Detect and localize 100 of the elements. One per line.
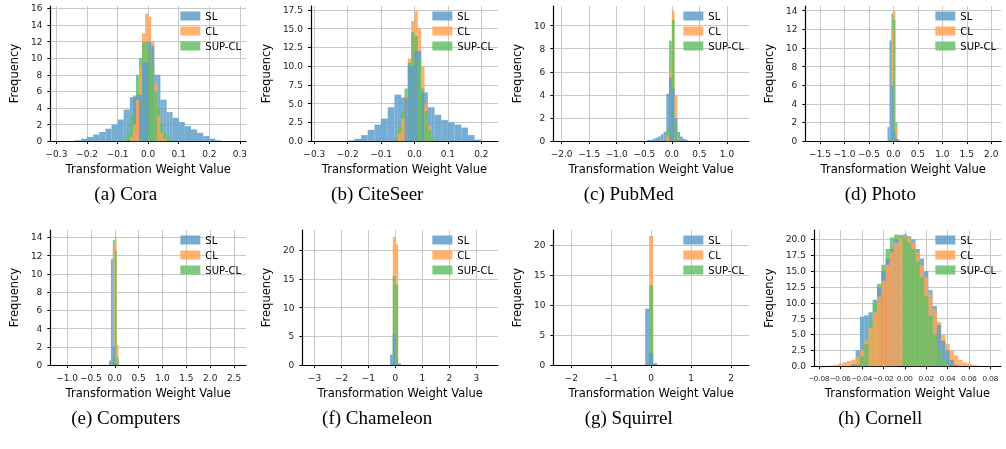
legend-label: SL (456, 234, 470, 246)
legend-label: SL (205, 234, 218, 246)
y-tick-label: 10 (30, 268, 43, 279)
x-tick-label: 0.0 (664, 148, 680, 159)
text: (f) Chameleon (321, 407, 434, 429)
x-tick-label: 1.5 (179, 372, 194, 383)
y-axis-title: Frequency (510, 43, 524, 104)
y-tick-label: 2.5 (288, 117, 303, 128)
x-tick-label: 0.0 (406, 148, 422, 159)
y-tick-label: 17.5 (282, 4, 303, 15)
text: (e) Computers (70, 407, 182, 429)
x-tick-label: 2.0 (203, 372, 218, 383)
legend-label: CL (708, 249, 722, 261)
y-tick-label: 0.0 (288, 136, 303, 147)
y-tick-label: 20 (533, 240, 546, 251)
y-tick-label: 17.5 (785, 250, 806, 261)
legend-label: SL (205, 10, 218, 22)
y-tick-label: 5.0 (791, 329, 806, 340)
x-tick-label: −2.0 (550, 148, 573, 159)
x-axis-title: Transformation Weight Value (64, 386, 231, 400)
y-tick-label: 0 (36, 136, 43, 147)
x-tick-label: 0.00 (896, 373, 913, 383)
x-tick-label: −1.0 (605, 148, 628, 159)
x-tick-label: 0.2 (202, 148, 217, 159)
y-axis-title: Frequency (7, 43, 21, 104)
x-tick-label: 0.1 (171, 148, 186, 159)
legend-label: SUP-CL (205, 40, 242, 52)
y-tick-label: 15.0 (785, 266, 806, 277)
x-tick-label: −1.5 (578, 148, 601, 159)
x-tick-label: −3 (307, 372, 321, 383)
legend-label: SUP-CL (708, 264, 745, 276)
x-tick-label: −0.5 (633, 148, 656, 159)
legend-label: CL (959, 25, 973, 37)
text: (c) PubMed (582, 183, 675, 205)
y-tick-label: 14 (30, 20, 43, 31)
x-axis-title: Transformation Weight Value (567, 386, 734, 400)
y-tick-label: 5 (539, 330, 546, 341)
legend-label: SL (456, 10, 470, 22)
text: (g) Squirrel (583, 407, 674, 429)
y-axis-title: Frequency (510, 267, 524, 328)
legend-label: CL (456, 249, 470, 261)
x-tick-label: −0.1 (106, 148, 129, 159)
y-tick-label: 12.5 (282, 42, 303, 53)
x-tick-label: −0.1 (369, 148, 392, 159)
y-tick-label: 8 (539, 43, 546, 54)
text: (h) Cornell (837, 407, 924, 429)
y-tick-label: 7.5 (288, 79, 303, 90)
x-tick-label: −0.3 (302, 148, 325, 159)
legend-label: SL (959, 10, 973, 22)
x-tick-label: −2 (564, 372, 578, 383)
text: (d) Photo (843, 183, 917, 205)
y-tick-label: 10 (282, 302, 295, 313)
legend-label: SUP-CL (959, 264, 996, 276)
legend-label: CL (205, 25, 219, 37)
x-tick-label: 0.0 (885, 148, 901, 159)
y-tick-label: 0 (539, 136, 546, 147)
x-tick-label: 3 (473, 372, 479, 383)
text: (a) Cora (93, 183, 159, 205)
x-tick-label: 0.0 (141, 148, 156, 159)
y-axis-title: Frequency (258, 43, 273, 104)
y-tick-label: 5.0 (288, 98, 303, 109)
x-tick-label: 0.02 (917, 373, 935, 383)
x-tick-label: −0.02 (872, 373, 894, 383)
x-tick-label: −1.5 (808, 148, 831, 159)
legend-label: SUP-CL (456, 40, 493, 52)
x-tick-label: 1.0 (719, 148, 735, 159)
y-tick-label: 10.0 (785, 297, 806, 308)
y-tick-label: 20.0 (785, 234, 806, 245)
y-tick-label: 10 (533, 20, 546, 31)
x-tick-label: 1 (419, 372, 425, 383)
y-tick-label: 8 (36, 69, 43, 80)
legend-label: SUP-CL (456, 264, 493, 276)
x-tick-label: 1.0 (155, 372, 170, 383)
x-tick-label: 1.0 (934, 148, 950, 159)
y-tick-label: 10.0 (282, 61, 303, 72)
x-tick-label: 2.5 (226, 372, 242, 383)
y-tick-label: 14 (30, 232, 43, 243)
x-tick-label: −0.06 (830, 373, 851, 383)
y-axis-title: Frequency (7, 267, 21, 328)
x-tick-label: −0.08 (808, 373, 830, 383)
x-tick-label: 2 (728, 372, 734, 383)
y-tick-label: 4 (36, 102, 43, 113)
y-tick-label: 2.5 (791, 345, 806, 356)
y-tick-label: 4 (36, 323, 43, 334)
x-tick-label: −1 (361, 372, 375, 383)
y-tick-label: 0 (791, 136, 798, 147)
y-axis-title: Frequency (761, 43, 776, 104)
x-tick-label: −1.0 (56, 372, 79, 383)
x-tick-label: −1.0 (833, 148, 856, 159)
y-tick-label: 12 (30, 36, 43, 47)
x-tick-label: 0 (392, 372, 399, 383)
x-axis-title: Transformation Weight Value (64, 162, 231, 176)
x-tick-label: −0.5 (79, 372, 102, 383)
y-tick-label: 6 (36, 86, 43, 97)
x-tick-label: 0.0 (107, 372, 123, 383)
x-tick-label: 2 (446, 372, 452, 383)
y-tick-label: 8 (791, 61, 798, 72)
y-tick-label: 12 (785, 24, 797, 35)
legend-label: CL (205, 249, 219, 261)
x-tick-label: 0 (648, 372, 655, 383)
